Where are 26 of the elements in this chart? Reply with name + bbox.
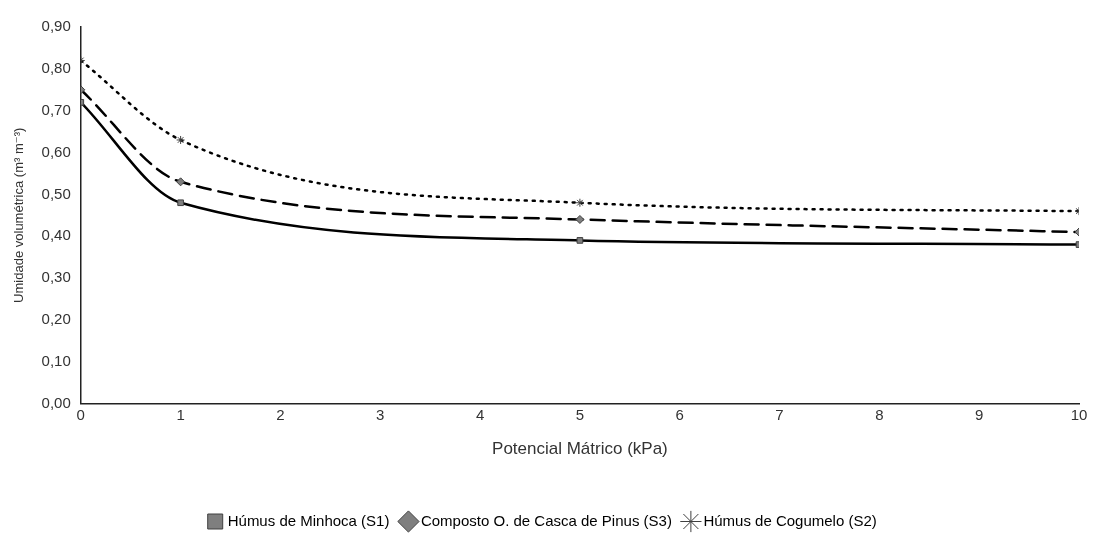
x-tick-label: 6 [675, 405, 684, 423]
x-tick-label: 7 [775, 405, 784, 423]
x-axis-title: Potencial Mátrico (kPa) [492, 439, 668, 459]
y-tick-label: 0,00 [41, 393, 71, 411]
y-tick-label: 0,40 [41, 226, 71, 244]
y-tick-label: 0,20 [41, 310, 71, 328]
y-axis-title: Umidade volumétrica (m³ m⁻³) [11, 127, 27, 303]
y-tick-label: 0,10 [41, 351, 71, 369]
x-tick-label: 4 [475, 405, 485, 423]
legend-label: Húmus de Cogumelo (S2) [703, 511, 877, 529]
x-tick-label: 2 [276, 405, 285, 423]
legend-label: Húmus de Minhoca (S1) [227, 511, 390, 529]
x-tick-label: 0 [76, 405, 85, 423]
y-tick-label: 0,50 [41, 184, 71, 202]
x-tick-label: 3 [376, 405, 385, 423]
y-tick-label: 0,80 [41, 58, 71, 76]
x-tick-label: 8 [875, 405, 884, 423]
x-tick-label: 9 [975, 405, 984, 423]
y-tick-label: 0,60 [41, 142, 71, 160]
legend-label: Composto O. de Casca de Pinus (S3) [420, 511, 672, 529]
x-tick-label: 5 [575, 405, 585, 423]
y-tick-label: 0,70 [41, 100, 71, 118]
y-tick-label: 0,30 [41, 268, 71, 286]
x-tick-label: 10 [1070, 405, 1088, 423]
y-tick-label: 0,90 [41, 17, 71, 35]
x-tick-label: 1 [176, 405, 185, 423]
